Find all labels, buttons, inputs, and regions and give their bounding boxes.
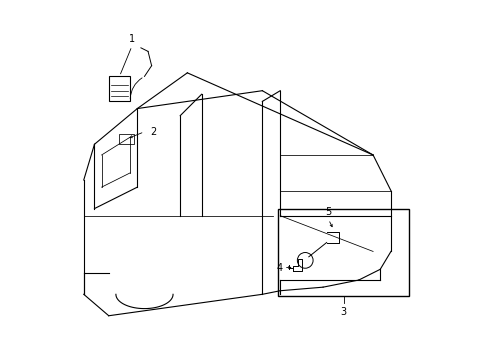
- Text: 5: 5: [325, 207, 331, 217]
- Text: 3: 3: [340, 307, 346, 317]
- Text: 2: 2: [149, 127, 156, 137]
- FancyBboxPatch shape: [278, 208, 408, 296]
- FancyBboxPatch shape: [108, 76, 130, 102]
- Text: 1: 1: [129, 33, 135, 44]
- Text: 4: 4: [276, 262, 282, 273]
- FancyBboxPatch shape: [119, 134, 134, 144]
